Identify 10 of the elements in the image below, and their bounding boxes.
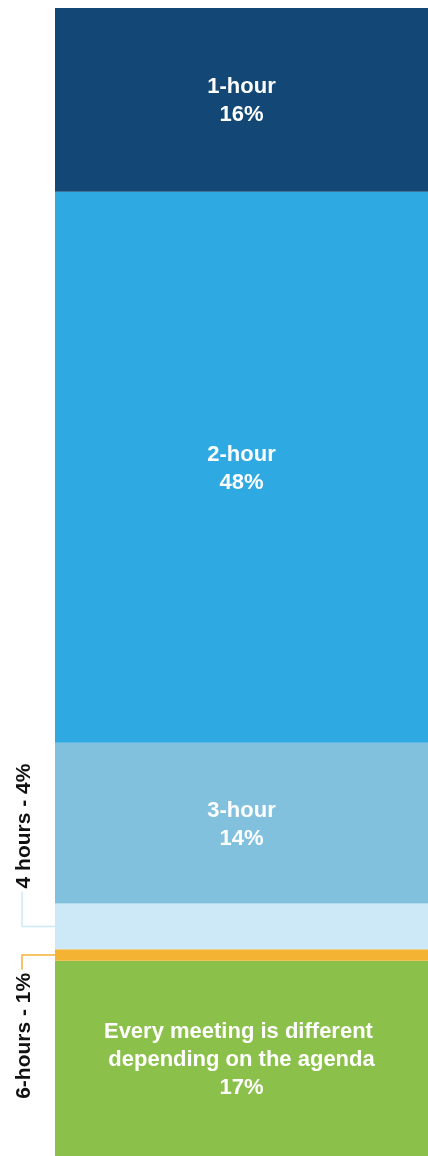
series-label: 1-hour [207, 73, 277, 99]
series-label: 3-hour [207, 796, 277, 822]
data-label: 48% [219, 468, 264, 494]
legend-label: 6-hours - 1% [10, 972, 34, 1099]
data-label: 16% [219, 101, 264, 127]
data-label: 14% [219, 824, 264, 850]
series-label: Every meeting is different depending on the agenda [103, 1017, 380, 1071]
series-label: 2-hour [207, 440, 277, 466]
text: 4 hours - 4% [10, 763, 34, 889]
data-label: 17% [219, 1073, 264, 1099]
